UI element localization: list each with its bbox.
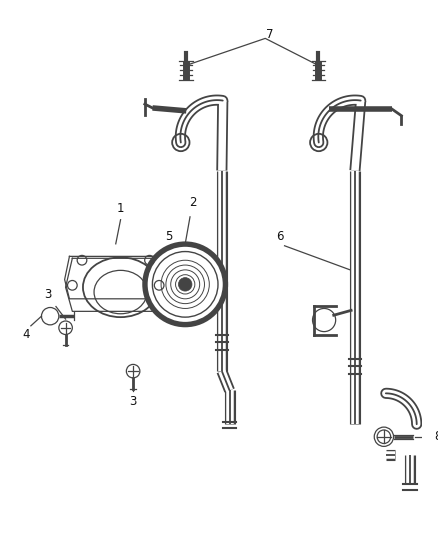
Text: 3: 3 — [45, 288, 52, 301]
Text: 2: 2 — [189, 196, 197, 209]
Text: 8: 8 — [434, 430, 438, 443]
Text: 3: 3 — [129, 395, 137, 408]
Text: 6: 6 — [276, 230, 283, 243]
Text: 1: 1 — [117, 202, 124, 215]
Text: 7: 7 — [266, 28, 274, 41]
Text: 4: 4 — [22, 328, 30, 341]
Polygon shape — [65, 256, 167, 299]
Circle shape — [147, 246, 224, 323]
Circle shape — [178, 278, 192, 291]
Text: 5: 5 — [165, 230, 173, 243]
